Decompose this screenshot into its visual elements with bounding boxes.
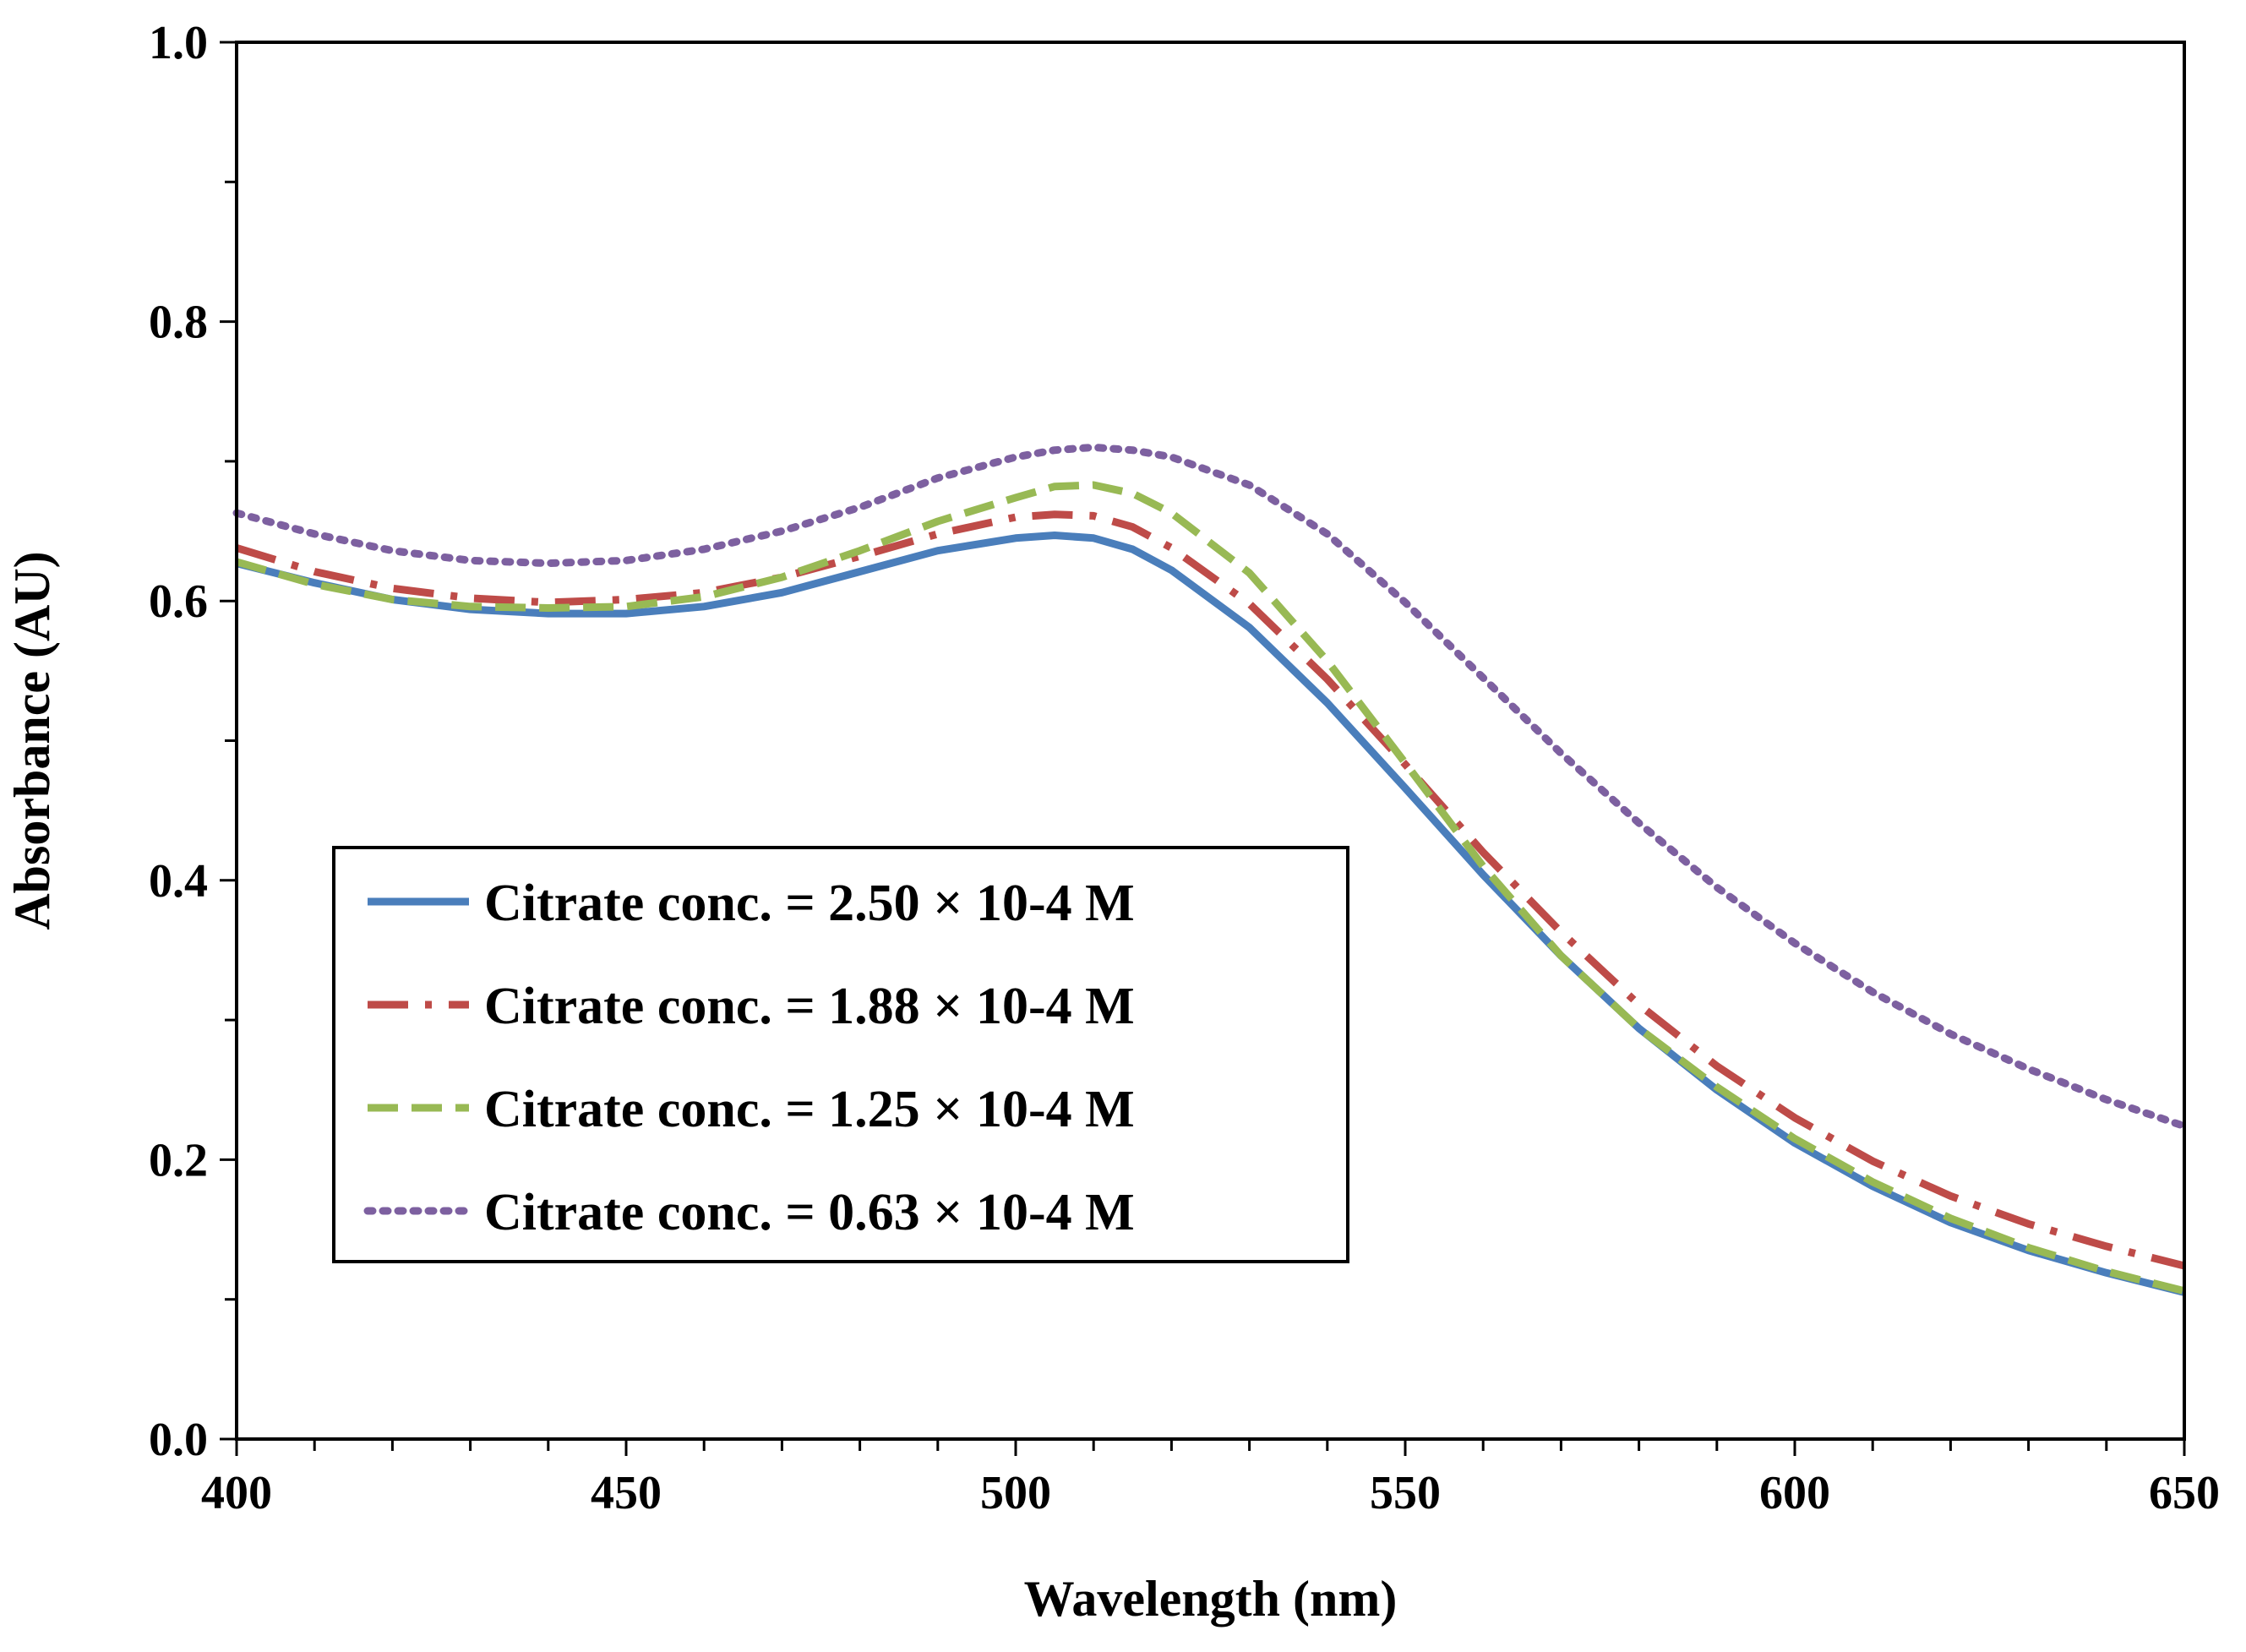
x-axis-ticks (235, 1439, 2186, 1456)
legend-label-1: Citrate conc. = 2.50 × 10-4 M (484, 875, 1135, 932)
x-tick-label: 650 (2149, 1467, 2220, 1519)
legend-box (332, 846, 1349, 1263)
legend-items: Citrate conc. = 2.50 × 10-4 M Citrate con… (363, 875, 1135, 1241)
series-line-3 (235, 481, 2186, 1295)
y-tick-label: 0.8 (149, 297, 208, 349)
legend-label-3: Citrate conc. = 1.25 × 10-4 M (484, 1081, 1135, 1138)
y-axis-ticks (220, 41, 237, 1441)
x-tick-label: 500 (980, 1467, 1051, 1519)
legend: Citrate conc. = 2.50 × 10-4 M Citrate con… (332, 846, 1349, 1263)
series-layer (232, 443, 2189, 1296)
x-tick-label: 550 (1370, 1467, 1441, 1519)
series-line-4 (232, 443, 2189, 1131)
y-tick-label: 1.0 (149, 17, 208, 69)
y-axis-title: Absorbance (AU) (4, 551, 60, 930)
legend-label-4: Citrate conc. = 0.63 × 10-4 M (484, 1184, 1135, 1241)
y-tick-label: 0.0 (149, 1414, 208, 1466)
x-tick-label: 450 (591, 1467, 662, 1519)
y-tick-label: 0.2 (149, 1134, 208, 1186)
y-tick-label: 0.6 (149, 575, 208, 628)
x-axis-title: Wavelength (nm) (1024, 1571, 1398, 1627)
y-tick-label: 0.4 (149, 855, 208, 908)
y-axis-tick-labels: 0.0 0.2 0.4 0.6 0.8 1.0 (149, 17, 208, 1466)
x-tick-label: 600 (1759, 1467, 1830, 1519)
series-line-2 (235, 510, 2186, 1270)
legend-label-2: Citrate conc. = 1.88 × 10-4 M (484, 978, 1135, 1035)
x-tick-label: 400 (201, 1467, 272, 1519)
x-axis-tick-labels: 400 450 500 550 600 650 (201, 1467, 2220, 1519)
